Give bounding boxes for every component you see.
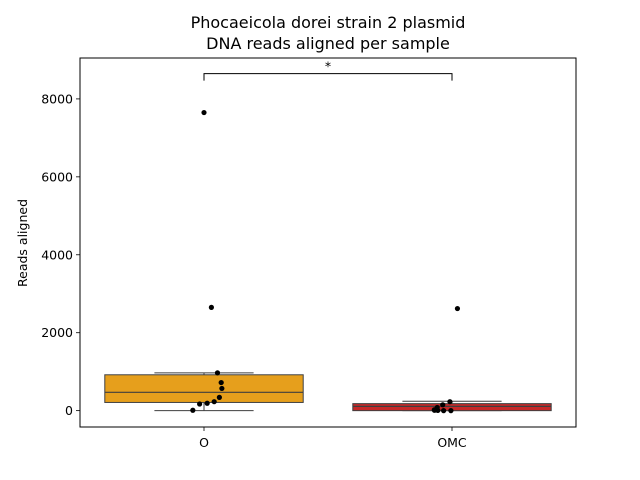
points-o (190, 109, 225, 413)
data-point (435, 407, 441, 414)
data-point (214, 370, 221, 376)
chart-title-line-2: DNA reads aligned per sample (206, 34, 450, 53)
data-point (197, 401, 203, 407)
chart-title: Phocaeicola dorei strain 2 plasmid DNA r… (191, 13, 466, 53)
data-point (454, 305, 461, 312)
data-point (448, 408, 454, 414)
y-tick-label-3: 6000 (41, 169, 73, 184)
axes-frame (79, 57, 577, 428)
y-axis-label: Reads aligned (15, 199, 30, 287)
data-point (441, 408, 447, 414)
y-tick-label-1: 2000 (41, 325, 73, 340)
data-point (216, 394, 222, 400)
data-point (218, 379, 224, 386)
box-o (104, 372, 304, 412)
points-omc (431, 305, 461, 414)
data-point (447, 399, 453, 405)
y-tick-label-2: 4000 (41, 247, 73, 262)
data-point (208, 304, 214, 310)
data-point (440, 402, 446, 408)
y-tick-label-4: 8000 (41, 91, 73, 106)
data-point (219, 385, 225, 392)
data-point (201, 109, 207, 116)
y-tick-label-0: 0 (65, 403, 73, 418)
box-body (104, 374, 304, 403)
plot-area: 0 2000 4000 6000 8000 * O OMC (41, 57, 577, 450)
significance-label: * (325, 59, 331, 74)
data-point (190, 407, 196, 413)
data-point (211, 399, 217, 405)
x-tick-label-omc: OMC (437, 435, 467, 450)
x-tick-label-o: O (199, 435, 209, 450)
significance-bracket (203, 73, 453, 81)
chart-title-line-1: Phocaeicola dorei strain 2 plasmid (191, 13, 466, 32)
data-point (204, 400, 210, 406)
